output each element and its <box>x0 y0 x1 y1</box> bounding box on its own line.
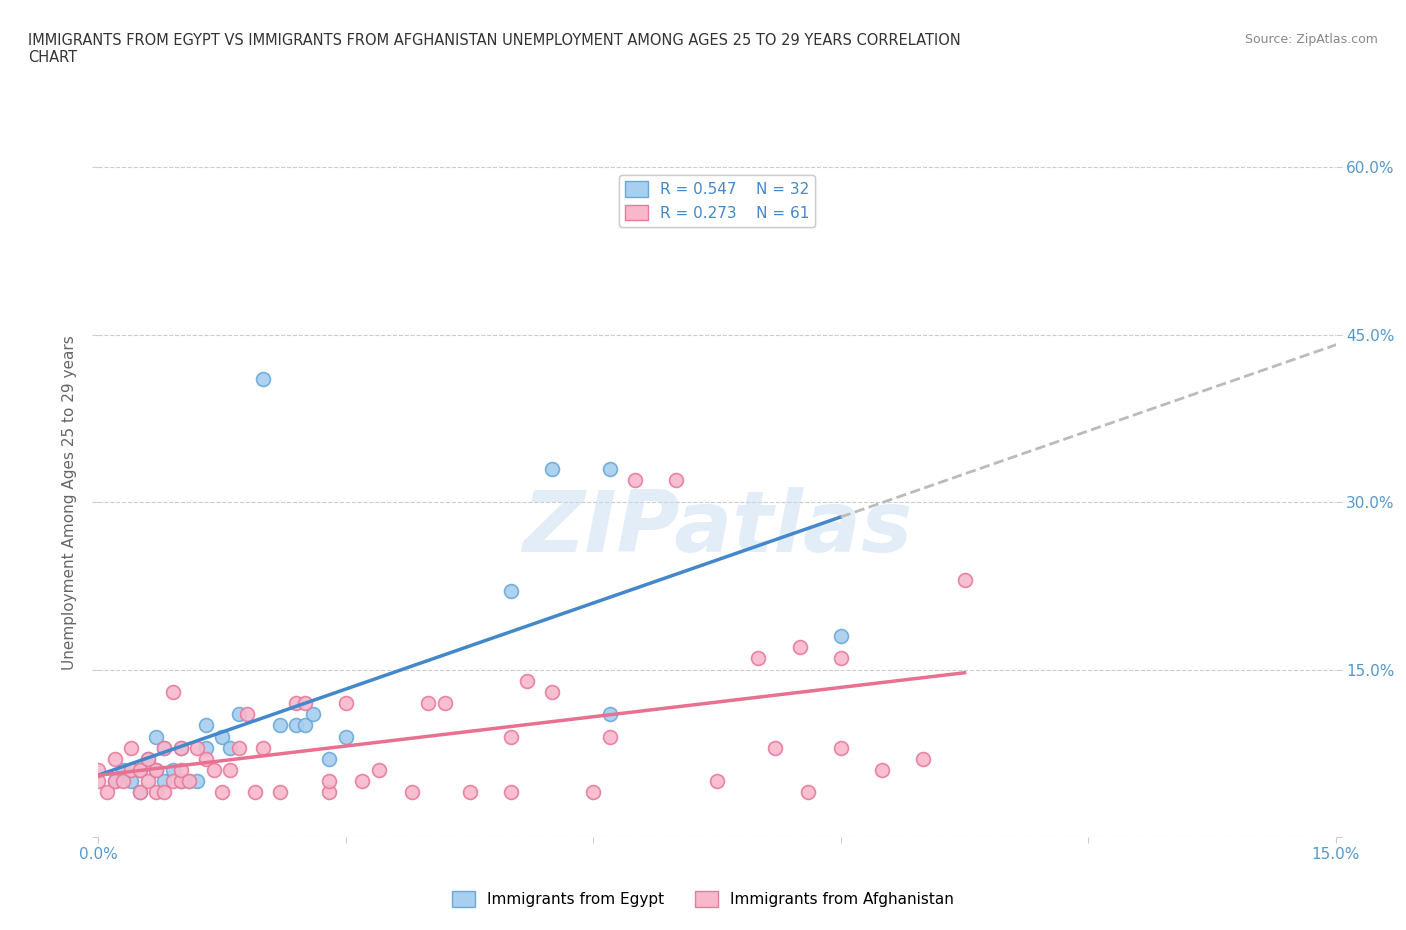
Point <box>128 763 150 777</box>
Point <box>120 763 142 777</box>
Point <box>120 740 142 755</box>
Point <box>194 751 217 766</box>
Point <box>162 774 184 789</box>
Point <box>112 774 135 789</box>
Point <box>599 461 621 476</box>
Point <box>136 751 159 766</box>
Point <box>516 673 538 688</box>
Point <box>499 584 522 599</box>
Point <box>870 763 893 777</box>
Point <box>153 774 176 789</box>
Point <box>953 573 976 588</box>
Point <box>128 785 150 800</box>
Point <box>236 707 259 722</box>
Point <box>269 785 291 800</box>
Point <box>153 740 176 755</box>
Point <box>318 751 340 766</box>
Legend: Immigrants from Egypt, Immigrants from Afghanistan: Immigrants from Egypt, Immigrants from A… <box>446 884 960 913</box>
Point <box>499 785 522 800</box>
Point <box>170 740 193 755</box>
Point <box>706 774 728 789</box>
Point <box>541 461 564 476</box>
Point <box>104 774 127 789</box>
Point <box>104 751 127 766</box>
Point <box>145 729 167 744</box>
Text: IMMIGRANTS FROM EGYPT VS IMMIGRANTS FROM AFGHANISTAN UNEMPLOYMENT AMONG AGES 25 : IMMIGRANTS FROM EGYPT VS IMMIGRANTS FROM… <box>28 33 960 65</box>
Point <box>763 740 786 755</box>
Point <box>170 740 193 755</box>
Point <box>194 718 217 733</box>
Point <box>179 774 201 789</box>
Point <box>797 785 820 800</box>
Point <box>252 372 274 387</box>
Point <box>170 763 193 777</box>
Point <box>912 751 935 766</box>
Point <box>352 774 374 789</box>
Point <box>789 640 811 655</box>
Point <box>186 740 208 755</box>
Point <box>433 696 456 711</box>
Point <box>269 718 291 733</box>
Text: Source: ZipAtlas.com: Source: ZipAtlas.com <box>1244 33 1378 46</box>
Point <box>219 740 242 755</box>
Point <box>285 718 308 733</box>
Point <box>599 729 621 744</box>
Point <box>458 785 481 800</box>
Point <box>179 774 201 789</box>
Point <box>153 740 176 755</box>
Point <box>335 696 357 711</box>
Point <box>830 651 852 666</box>
Point <box>136 774 159 789</box>
Point <box>747 651 769 666</box>
Point <box>145 785 167 800</box>
Legend: R = 0.547    N = 32, R = 0.273    N = 61: R = 0.547 N = 32, R = 0.273 N = 61 <box>619 175 815 227</box>
Point <box>170 774 193 789</box>
Point <box>401 785 423 800</box>
Point <box>830 740 852 755</box>
Point <box>541 684 564 699</box>
Point <box>170 774 193 789</box>
Point <box>128 785 150 800</box>
Point <box>112 763 135 777</box>
Point <box>136 751 159 766</box>
Point <box>418 696 440 711</box>
Y-axis label: Unemployment Among Ages 25 to 29 years: Unemployment Among Ages 25 to 29 years <box>62 335 77 670</box>
Point <box>499 729 522 744</box>
Point <box>211 785 233 800</box>
Point <box>367 763 389 777</box>
Point <box>120 774 142 789</box>
Point <box>294 718 316 733</box>
Point <box>219 763 242 777</box>
Point <box>830 629 852 644</box>
Point <box>228 740 250 755</box>
Point <box>318 774 340 789</box>
Point <box>599 707 621 722</box>
Point <box>162 684 184 699</box>
Point <box>623 472 645 487</box>
Point <box>582 785 605 800</box>
Point <box>186 774 208 789</box>
Point <box>252 740 274 755</box>
Point <box>211 729 233 744</box>
Point <box>194 740 217 755</box>
Point <box>318 785 340 800</box>
Point <box>87 774 110 789</box>
Point <box>104 774 127 789</box>
Point <box>153 785 176 800</box>
Point <box>87 763 110 777</box>
Point <box>202 763 225 777</box>
Point <box>228 707 250 722</box>
Point <box>243 785 266 800</box>
Text: ZIPatlas: ZIPatlas <box>522 487 912 570</box>
Point <box>145 763 167 777</box>
Point <box>294 696 316 711</box>
Point <box>162 763 184 777</box>
Point <box>335 729 357 744</box>
Point <box>96 785 118 800</box>
Point <box>285 696 308 711</box>
Point <box>145 763 167 777</box>
Point <box>128 763 150 777</box>
Point <box>665 472 688 487</box>
Point <box>302 707 325 722</box>
